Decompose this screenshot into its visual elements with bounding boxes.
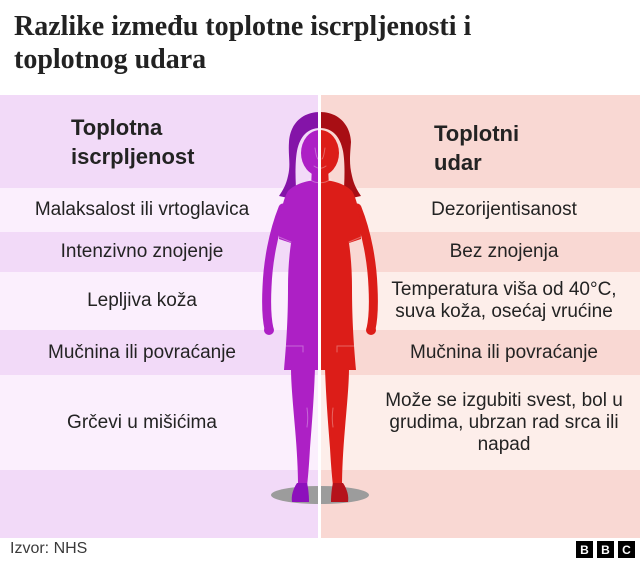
center-divider-line [318, 95, 321, 538]
figure-left-half-purple [262, 112, 320, 502]
heat-stroke-symptom-2: Bez znojenja [449, 241, 559, 262]
heat-exhaustion-symptom-4: Mučnina ili povraćanje [48, 341, 236, 363]
heat-exhaustion-header: Toplotna iscrpljenost [71, 115, 195, 169]
heat-stroke-symptom-5: Može se izgubiti svest, bol u grudima, u… [385, 389, 623, 455]
heat-exhaustion-symptom-2: Intenzivno znojenje [60, 241, 224, 262]
bbc-logo-letter-b1: B [576, 541, 593, 558]
heat-stroke-header: Toplotni udar [434, 121, 520, 175]
heat-stroke-symptom-1: Dezorijentisanost [431, 199, 577, 220]
bbc-logo-letter-c: C [618, 541, 635, 558]
split-woman-illustration [262, 112, 378, 504]
heat-stroke-symptom-3: Temperatura viša od 40°C, suva koža, ose… [391, 279, 617, 322]
heat-exhaustion-symptom-1: Malaksalost ili vrtoglavica [34, 199, 250, 220]
heat-stroke-symptom-4: Mučnina ili povraćanje [410, 341, 598, 363]
source-label: Izvor: NHS [10, 540, 88, 557]
bbc-logo-letter-b2: B [597, 541, 614, 558]
heat-exhaustion-symptom-3: Lepljiva koža [87, 290, 197, 311]
page-title: Razlike između toplotne iscrpljenosti i … [14, 10, 626, 76]
page-title-line1: Razlike između toplotne iscrpljenosti i [14, 11, 472, 42]
bbc-logo: B B C [576, 541, 635, 558]
heat-exhaustion-symptom-5: Grčevi u mišićima [67, 411, 217, 433]
page-title-line2: toplotnog udara [14, 44, 207, 75]
figure-right-half-red [320, 112, 378, 502]
